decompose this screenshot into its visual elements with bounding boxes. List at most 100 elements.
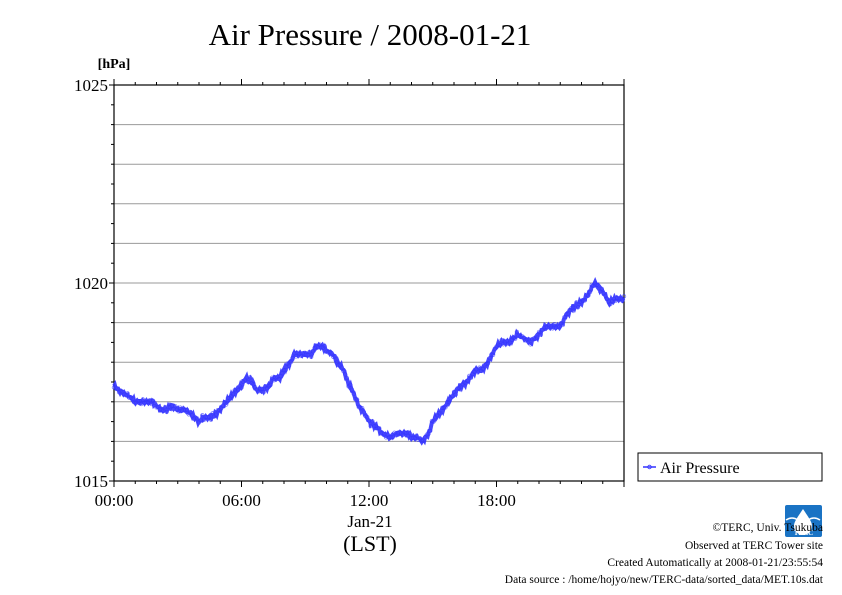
data-point [125,391,130,396]
data-point [565,311,571,317]
data-point [115,386,120,391]
data-point [388,435,394,440]
data-point [259,386,265,391]
data-point [152,400,157,406]
x-axis-date-label: Jan-21 [347,512,392,531]
x-axis: 00:00 06:00 12:00 18:00 [95,79,625,510]
data-point [431,419,436,424]
chart-title: Air Pressure / 2008-01-21 [209,17,532,52]
data-point [290,355,295,361]
data-point [453,392,458,397]
data-point [164,409,169,415]
x-tick-label: 06:00 [222,491,261,510]
data-point [261,390,266,395]
y-tick-label: 1020 [74,274,108,293]
data-point [407,431,412,436]
data-point [235,387,241,393]
data-point [414,433,419,438]
data-point [349,387,355,392]
data-point [499,338,504,343]
data-point [465,378,470,383]
data-point [188,409,193,415]
data-point [438,411,443,416]
data-point [468,375,474,380]
data-point [205,415,210,420]
data-point [336,363,341,368]
data-point [421,438,426,443]
data-point [428,428,433,434]
data-point [599,286,605,292]
data-point [286,363,292,368]
data-point [293,354,299,359]
data-point [224,402,229,407]
data-point [310,349,316,354]
data-point [443,405,448,410]
data-point [535,335,540,340]
y-tick-label: 1015 [74,472,108,491]
data-point [557,324,562,329]
data-point [354,397,360,402]
data-point [480,366,486,372]
data-point [225,395,231,401]
data-point [351,391,356,397]
footer-created: Created Automatically at 2008-01-21/23:5… [607,557,823,569]
data-point [353,397,358,402]
data-point [370,419,375,424]
data-point [621,294,627,299]
data-point [230,392,236,397]
data-point [132,400,137,405]
data-point [538,332,543,337]
series-air-pressure [111,277,627,446]
data-point [514,329,520,335]
wave-left-icon [785,517,799,521]
data-point [344,375,350,381]
data-point [332,354,338,359]
data-point [528,342,533,347]
data-point [144,399,149,405]
footer-copyright: ©TERC, Univ. Tsukuba [713,522,823,534]
data-point [215,408,220,413]
data-point [490,352,496,357]
data-point [596,283,601,288]
data-point [620,298,625,303]
data-point [322,344,327,349]
data-point [258,386,263,392]
legend-marker-icon [647,464,652,470]
data-point [288,360,293,365]
data-point [329,350,334,356]
data-point [489,352,494,357]
x-axis-timezone-label: (LST) [343,531,397,556]
data-point [135,398,140,404]
data-point [130,396,135,401]
data-point [166,405,171,410]
data-point [570,305,576,310]
data-point [200,413,205,418]
data-point [436,411,441,416]
logo-text: TERC [794,529,813,537]
water-drop-icon [794,509,812,535]
footer-observed: Observed at TERC Tower site [685,540,823,552]
data-point [450,393,455,399]
data-point [411,435,416,440]
grid-lines [114,124,624,442]
data-point [283,367,288,373]
y-tick-label: 1025 [74,76,108,95]
data-point [278,374,283,379]
legend-label: Air Pressure [660,460,740,477]
data-point [183,407,188,413]
data-point [339,365,344,370]
data-point [343,372,348,377]
terc-logo: TERC [785,505,822,537]
data-point [268,382,273,387]
data-point [358,406,363,411]
data-point [239,385,244,390]
data-point [552,322,557,327]
data-point [348,382,353,387]
data-point [390,434,395,440]
x-tick-label: 18:00 [477,491,516,510]
x-tick-label: 12:00 [350,491,389,510]
data-point [575,305,581,310]
legend-box [637,452,823,482]
wave-right-icon [807,517,821,521]
data-point [564,312,569,317]
